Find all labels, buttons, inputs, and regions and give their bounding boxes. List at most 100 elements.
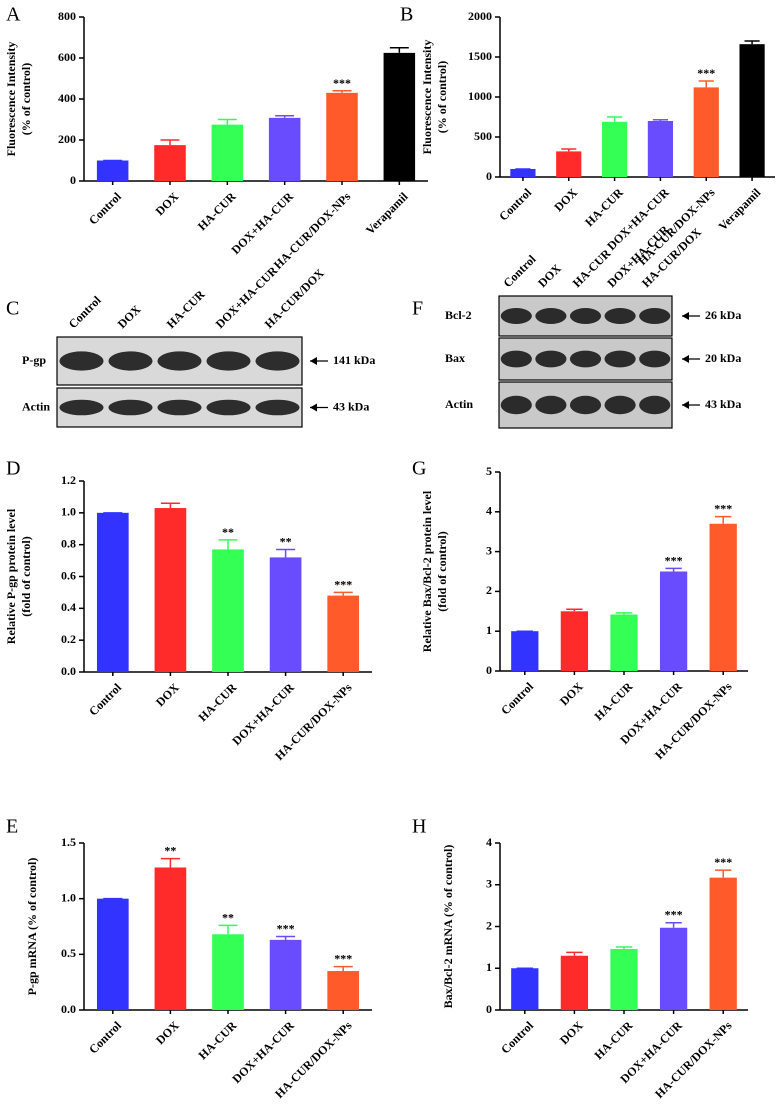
y-tick-label: 800: [58, 9, 76, 23]
significance: **: [222, 910, 234, 924]
bar: [154, 867, 187, 1010]
bar: [154, 508, 187, 672]
significance: **: [164, 844, 176, 858]
x-tick-label: HA-CUR: [592, 679, 636, 723]
bar: [96, 898, 129, 1010]
significance: **: [222, 525, 234, 539]
bar: [693, 87, 719, 177]
bar: [709, 877, 737, 1010]
y-axis-label: (fold of control): [435, 531, 449, 611]
x-tick-label: Control: [498, 1018, 536, 1056]
bar: [327, 971, 360, 1010]
blot-band: [500, 308, 532, 324]
y-tick-label: 1.5: [61, 835, 76, 849]
blot-band: [604, 395, 636, 415]
y-tick-label: 0: [70, 173, 76, 187]
blot-band: [500, 350, 532, 368]
bar: [211, 124, 244, 181]
bar: [269, 939, 302, 1010]
bar: [556, 151, 582, 177]
size-label: 26 kDa: [705, 308, 741, 322]
y-tick-label: 4: [486, 504, 492, 518]
blot-band: [535, 308, 567, 324]
blot-band: [108, 351, 153, 371]
blot-band: [604, 350, 636, 368]
bar: [212, 934, 244, 1010]
bar: [659, 927, 688, 1010]
y-tick-label: 4: [486, 835, 492, 849]
row-label: P-gp: [22, 353, 46, 367]
y-tick-label: 2: [486, 583, 492, 597]
y-axis-label: Fluorescence Intensity: [4, 42, 18, 157]
x-tick-label: Control: [498, 679, 536, 717]
y-tick-label: 0: [486, 169, 492, 183]
size-label: 43 kDa: [705, 397, 741, 411]
bar: [96, 160, 129, 181]
bar: [327, 595, 360, 672]
x-tick-label: DOX: [551, 185, 580, 214]
y-axis-label: P-gp mRNA (% of control): [25, 858, 39, 996]
bar: [326, 92, 358, 181]
panel-letter: F: [412, 298, 423, 320]
y-tick-label: 400: [58, 91, 76, 105]
y-tick-label: 1.0: [61, 505, 76, 519]
size-label: 141 kDa: [333, 353, 375, 367]
blot-band: [535, 350, 567, 368]
significance: ***: [334, 952, 352, 966]
x-tick-label: Control: [86, 189, 124, 227]
blot-band: [604, 308, 636, 324]
y-tick-label: 0.4: [61, 600, 76, 614]
y-tick-label: 3: [486, 877, 492, 891]
row-label: Actin: [445, 397, 473, 411]
significance: ***: [665, 553, 683, 567]
y-tick-label: 0.8: [61, 536, 76, 550]
blot-band: [206, 351, 251, 371]
bar: [269, 557, 302, 672]
x-tick-label: HA-CUR: [196, 680, 240, 724]
blot-band: [569, 395, 602, 415]
blot-band: [255, 399, 300, 416]
x-tick-label: DOX: [153, 1018, 182, 1047]
bar: [96, 512, 129, 672]
x-tick-label: DOX: [557, 679, 586, 708]
y-axis-label: Relative Bax/Bcl-2 protein level: [420, 490, 434, 652]
x-tick-label: HA-CUR: [195, 189, 239, 233]
y-tick-label: 1: [486, 960, 492, 974]
significance: ***: [333, 76, 351, 90]
significance: ***: [714, 502, 732, 516]
arrow-head: [682, 401, 689, 409]
y-axis-label: Bax/Bcl-2 mRNA (% of control): [441, 845, 455, 1009]
blot-band: [59, 399, 104, 416]
significance: ***: [714, 855, 732, 869]
lane-label: Control: [501, 252, 539, 290]
x-tick-label: Verapamil: [363, 189, 411, 237]
panel-letter: E: [6, 816, 18, 838]
x-tick-label: Control: [86, 1018, 124, 1056]
x-tick-label: DOX: [153, 189, 182, 218]
y-tick-label: 0.6: [61, 568, 76, 582]
bar: [511, 631, 539, 671]
y-tick-label: 0.0: [61, 1002, 76, 1016]
significance: ***: [277, 922, 295, 936]
y-tick-label: 500: [474, 129, 492, 143]
y-tick-label: 1500: [468, 49, 492, 63]
blot-band: [500, 395, 532, 415]
significance: ***: [665, 908, 683, 922]
blot-band: [108, 399, 153, 416]
x-tick-label: Control: [496, 185, 534, 223]
bar: [154, 145, 186, 181]
y-tick-label: 3: [486, 543, 492, 557]
y-tick-label: 0: [486, 663, 492, 677]
lane-label: Control: [66, 293, 104, 331]
y-axis-label: (% of control): [19, 63, 33, 135]
significance: ***: [697, 66, 715, 80]
lane-label: DOX: [115, 302, 144, 331]
size-label: 43 kDa: [333, 399, 369, 413]
bar: [659, 571, 688, 671]
y-tick-label: 5: [486, 464, 492, 478]
y-tick-label: 1.2: [61, 473, 76, 487]
y-axis-label: Fluorescence Intensity: [420, 40, 434, 155]
blot-band: [535, 395, 567, 415]
blot-band: [569, 350, 602, 368]
panel-letter: C: [6, 298, 19, 320]
